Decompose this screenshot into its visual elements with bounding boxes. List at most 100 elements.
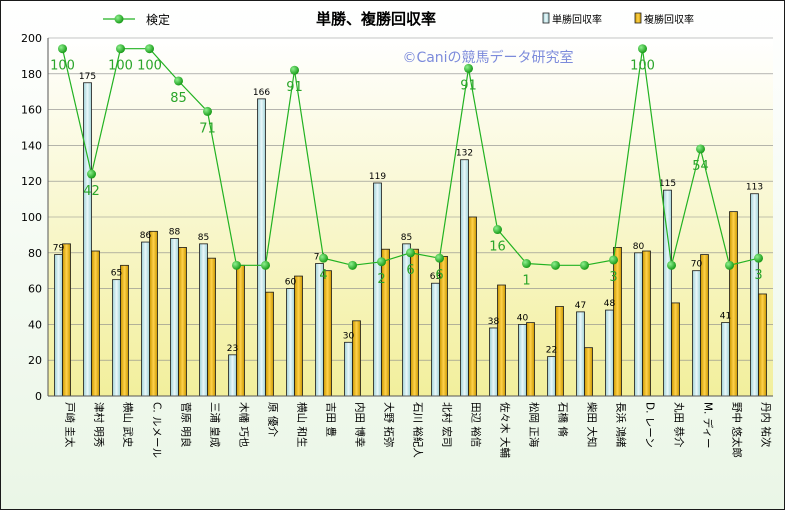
x-tick-label: 丸田 恭介 [673,402,686,448]
x-tick-label: 野中 悠太郎 [731,402,744,458]
kentei-label: 91 [460,78,477,93]
bar-tansho [460,159,469,397]
bar-value-labels: 7917565868885231666074301198563132384022… [53,72,763,356]
kentei-point [87,169,96,179]
bar-value-label: 115 [659,179,676,189]
x-tick-label: C. ルメール [151,402,163,458]
bar-fukusho [323,270,332,397]
bar-value-label: 166 [253,88,270,98]
x-tick-label: 石川 裕紀人 [412,402,425,458]
kentei-point [348,260,357,270]
x-tick-label: 北村 宏司 [441,402,454,447]
bar-fukusho [700,254,709,397]
bar-value-label: 85 [198,233,209,243]
bar-tansho [721,322,730,397]
chart-title: 単勝、複勝回収率 [316,10,436,28]
bar-fukusho [294,275,303,397]
y-tick-label: 200 [21,32,42,45]
bar-tansho [605,309,614,397]
bar-value-label: 132 [456,149,473,159]
kentei-label: 85 [170,91,187,106]
bar-value-label: 175 [79,72,96,82]
bar-tansho [170,238,179,397]
kentei-label: 91 [286,80,303,95]
kentei-point [725,260,734,270]
x-axis-labels: 戸崎 圭太 津村 明秀 横山 武史 C. ルメール 菅原 明良 三浦 皇成 木幡 巧也 原 優… [64,402,773,458]
bar-tansho [141,241,150,397]
legend: 検定 単勝回収率 複勝回収率 [103,12,694,27]
y-tick-label: 180 [21,68,42,81]
y-tick-label: 100 [21,211,42,224]
bar-fukusho [671,302,680,397]
bar-fukusho [758,293,767,397]
x-tick-label: 横山 和生 [296,402,309,447]
bar-fukusho [526,322,535,397]
bar-fukusho [265,291,274,397]
kentei-label: 4 [319,268,327,283]
kentei-point [696,144,705,154]
bar-fukusho [91,250,100,397]
kentei-label: 71 [199,121,216,136]
kentei-point [377,257,386,267]
kentei-point [58,44,67,54]
kentei-label: 100 [108,59,133,74]
x-tick-label: D. レーン [644,402,656,448]
bar-value-label: 119 [369,172,386,182]
y-tick-label: 140 [21,139,42,152]
bar-tansho [373,182,382,397]
legend-swatch-fukusho [634,12,642,24]
kentei-label: 3 [609,270,617,285]
bar-fukusho [584,347,593,397]
kentei-point [522,259,531,269]
kentei-point [116,44,125,54]
x-tick-label: 長浜 鴻緒 [615,402,628,448]
kentei-point [290,65,299,75]
kentei-label: 54 [692,159,709,174]
x-tick-label: 丹内 祐次 [760,402,773,448]
bar-value-label: 88 [169,227,181,237]
y-tick-label: 40 [28,318,42,331]
y-tick-label: 0 [35,390,42,403]
bar-value-label: 86 [140,231,152,241]
bar-value-label: 60 [285,278,297,288]
kentei-point [406,248,415,258]
gridlines [48,37,773,397]
bar-tansho [518,323,527,397]
kentei-point [145,44,154,54]
bar-fukusho [642,250,651,397]
kentei-label: 42 [83,184,100,199]
y-tick-label: 120 [21,175,42,188]
kentei-point [319,253,328,263]
bar-value-label: 47 [575,301,586,311]
kentei-point [203,106,212,116]
x-tick-label: 吉田 豊 [325,402,338,437]
bar-value-label: 38 [488,317,500,327]
y-tick-label: 160 [21,104,42,117]
bar-tansho [344,341,353,397]
bar-fukusho [497,284,506,397]
kentei-label: 100 [630,59,655,74]
x-tick-label: 内田 博幸 [354,402,367,447]
kentei-label: 6 [406,263,414,278]
x-tick-label: 菅原 明良 [180,402,193,447]
bar-tansho [83,82,92,397]
bar-value-label: 85 [401,233,412,243]
bar-value-label: 113 [746,183,763,193]
bar-tansho [576,311,585,397]
bar-value-label: 30 [343,331,355,341]
bar-value-label: 22 [546,346,557,356]
watermark: ©Caniの競馬データ研究室 [402,49,573,66]
bar-fukusho [207,257,216,397]
bar-value-label: 63 [430,272,441,282]
bar-fukusho [62,243,71,397]
legend-label-tansho: 単勝回収率 [552,13,602,26]
bar-value-label: 40 [517,313,529,323]
bar-tansho [54,254,63,397]
x-tick-label: 横山 武史 [122,402,135,448]
bar-tansho [663,189,672,397]
x-tick-label: 松岡 正海 [528,402,541,448]
bar-tansho [199,243,208,397]
kentei-label: 100 [50,59,75,74]
